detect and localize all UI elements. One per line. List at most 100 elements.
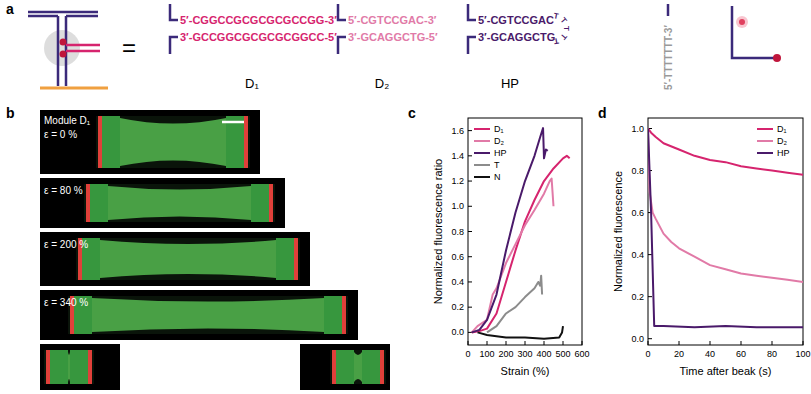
loop-base: T [559, 16, 569, 26]
edge [88, 350, 92, 384]
legend: D₁D₂HP [757, 124, 790, 158]
x-tick-label: 500 [555, 349, 570, 359]
edge [380, 350, 384, 384]
legend-label: D₁ [777, 124, 787, 134]
y-tick-label: 0.2 [631, 292, 644, 302]
sequence: 3′-GCCGGCGCGCGCGGCC-5′ [180, 31, 337, 43]
legend-swatch [474, 164, 490, 166]
sample-bg [96, 116, 250, 168]
sample [108, 186, 251, 220]
x-tick-label: 60 [736, 349, 746, 359]
y-tick [468, 231, 472, 232]
sequence: 5′-CGGCCGCGCGCGCCGG-3′ [180, 14, 337, 26]
x-tick-label: 400 [536, 349, 551, 359]
x-tick [648, 341, 649, 345]
y-tick-label: 1.0 [631, 124, 644, 134]
strain-label: ε = 340 % [44, 297, 88, 308]
y-tick [468, 307, 472, 308]
legend-label: D₁ [494, 124, 504, 134]
legend-label: N [494, 172, 501, 182]
edge [294, 238, 298, 280]
y-tick [468, 181, 472, 182]
legend-swatch [474, 176, 490, 178]
glow [736, 16, 748, 28]
y-tick-label: 0.6 [451, 252, 464, 262]
module-label: HP [501, 76, 519, 91]
photo [40, 344, 120, 390]
grip [98, 116, 120, 168]
strand [468, 4, 476, 54]
y-tick-label: 0.8 [451, 227, 464, 237]
series-line [648, 129, 803, 282]
x-tick-label: 100 [795, 349, 810, 359]
legend-swatch [757, 152, 773, 154]
sample-bg [84, 184, 275, 222]
x-tick [468, 341, 469, 345]
loop-base: T [553, 36, 559, 46]
y-axis-label: Normalized fluorescence ratio [432, 159, 444, 305]
panel-title: Module D₁ [44, 115, 91, 126]
sample-bg [68, 296, 348, 334]
sequence: 5′-TTTTTTT-3′ [663, 25, 674, 90]
sequence: 5′-CGTCCGAC [478, 14, 554, 26]
equals: = [122, 34, 136, 61]
panel-label: c [408, 105, 416, 121]
y-tick-label: 0.0 [451, 327, 464, 337]
y-tick-label: 0.8 [631, 166, 644, 176]
dye [60, 51, 67, 58]
y-tick-label: 0.4 [451, 277, 464, 287]
y-tick-label: 0.6 [631, 208, 644, 218]
chart: 0204060801000.00.20.40.60.81.0Time after… [612, 118, 811, 377]
sequence: 3′-GCAGGCTG-5′ [348, 31, 438, 43]
strain-label: ε = 200 % [44, 239, 88, 250]
x-tick-label: 300 [517, 349, 532, 359]
x-tick [582, 341, 583, 345]
plot-area [472, 128, 570, 339]
edge [269, 184, 273, 222]
y-tick-label: 1.0 [451, 201, 464, 211]
figure: abcd=5′-CGGCCGCGCGCGCCGG-3′3′-GCCGGCGCGC… [0, 0, 811, 394]
edge [86, 184, 90, 222]
panel-label: d [598, 105, 607, 121]
legend-swatch [474, 140, 490, 142]
y-tick [468, 281, 472, 282]
y-tick-label: 1.6 [451, 126, 464, 136]
y-tick-label: 1.2 [451, 176, 464, 186]
series-line [472, 179, 554, 333]
grip [362, 350, 384, 384]
legend: D₁D₂HPTN [474, 124, 507, 182]
y-tick [648, 338, 652, 339]
strand [170, 4, 178, 54]
x-tick-label: 0 [645, 349, 650, 359]
module-label: D₂ [375, 76, 389, 91]
legend-swatch [757, 128, 773, 130]
strand [667, 4, 670, 16]
grip [324, 296, 346, 334]
legend-label: D₂ [494, 136, 504, 146]
strand [40, 87, 108, 90]
photo [40, 178, 285, 228]
x-tick [710, 341, 711, 345]
photo [300, 344, 390, 390]
series-line [648, 129, 803, 175]
panel-b: Module D₁ε = 0 %ε = 80 %ε = 200 %ε = 340… [40, 110, 390, 390]
edge [332, 350, 336, 384]
module-label: D₁ [245, 76, 259, 91]
photo [40, 232, 310, 286]
y-tick [468, 155, 472, 156]
panel-a: = 5′-CGGCCGCGCGCGCCGG-3′ 3′-GCCGGCGCGCGCGG… [28, 4, 781, 91]
y-tick [468, 332, 472, 333]
frame [468, 118, 582, 345]
loop-base: T [558, 32, 568, 42]
x-tick [525, 341, 526, 345]
strain-label: ε = 80 % [44, 185, 83, 196]
y-axis-label: Normalized fluorescence [612, 171, 624, 292]
edge [244, 116, 248, 168]
series-line [472, 156, 570, 333]
grip [251, 184, 273, 222]
x-tick [487, 341, 488, 345]
y-tick-label: 0.4 [631, 250, 644, 260]
x-tick [803, 341, 804, 345]
x-tick [772, 341, 773, 345]
dye [60, 39, 67, 46]
